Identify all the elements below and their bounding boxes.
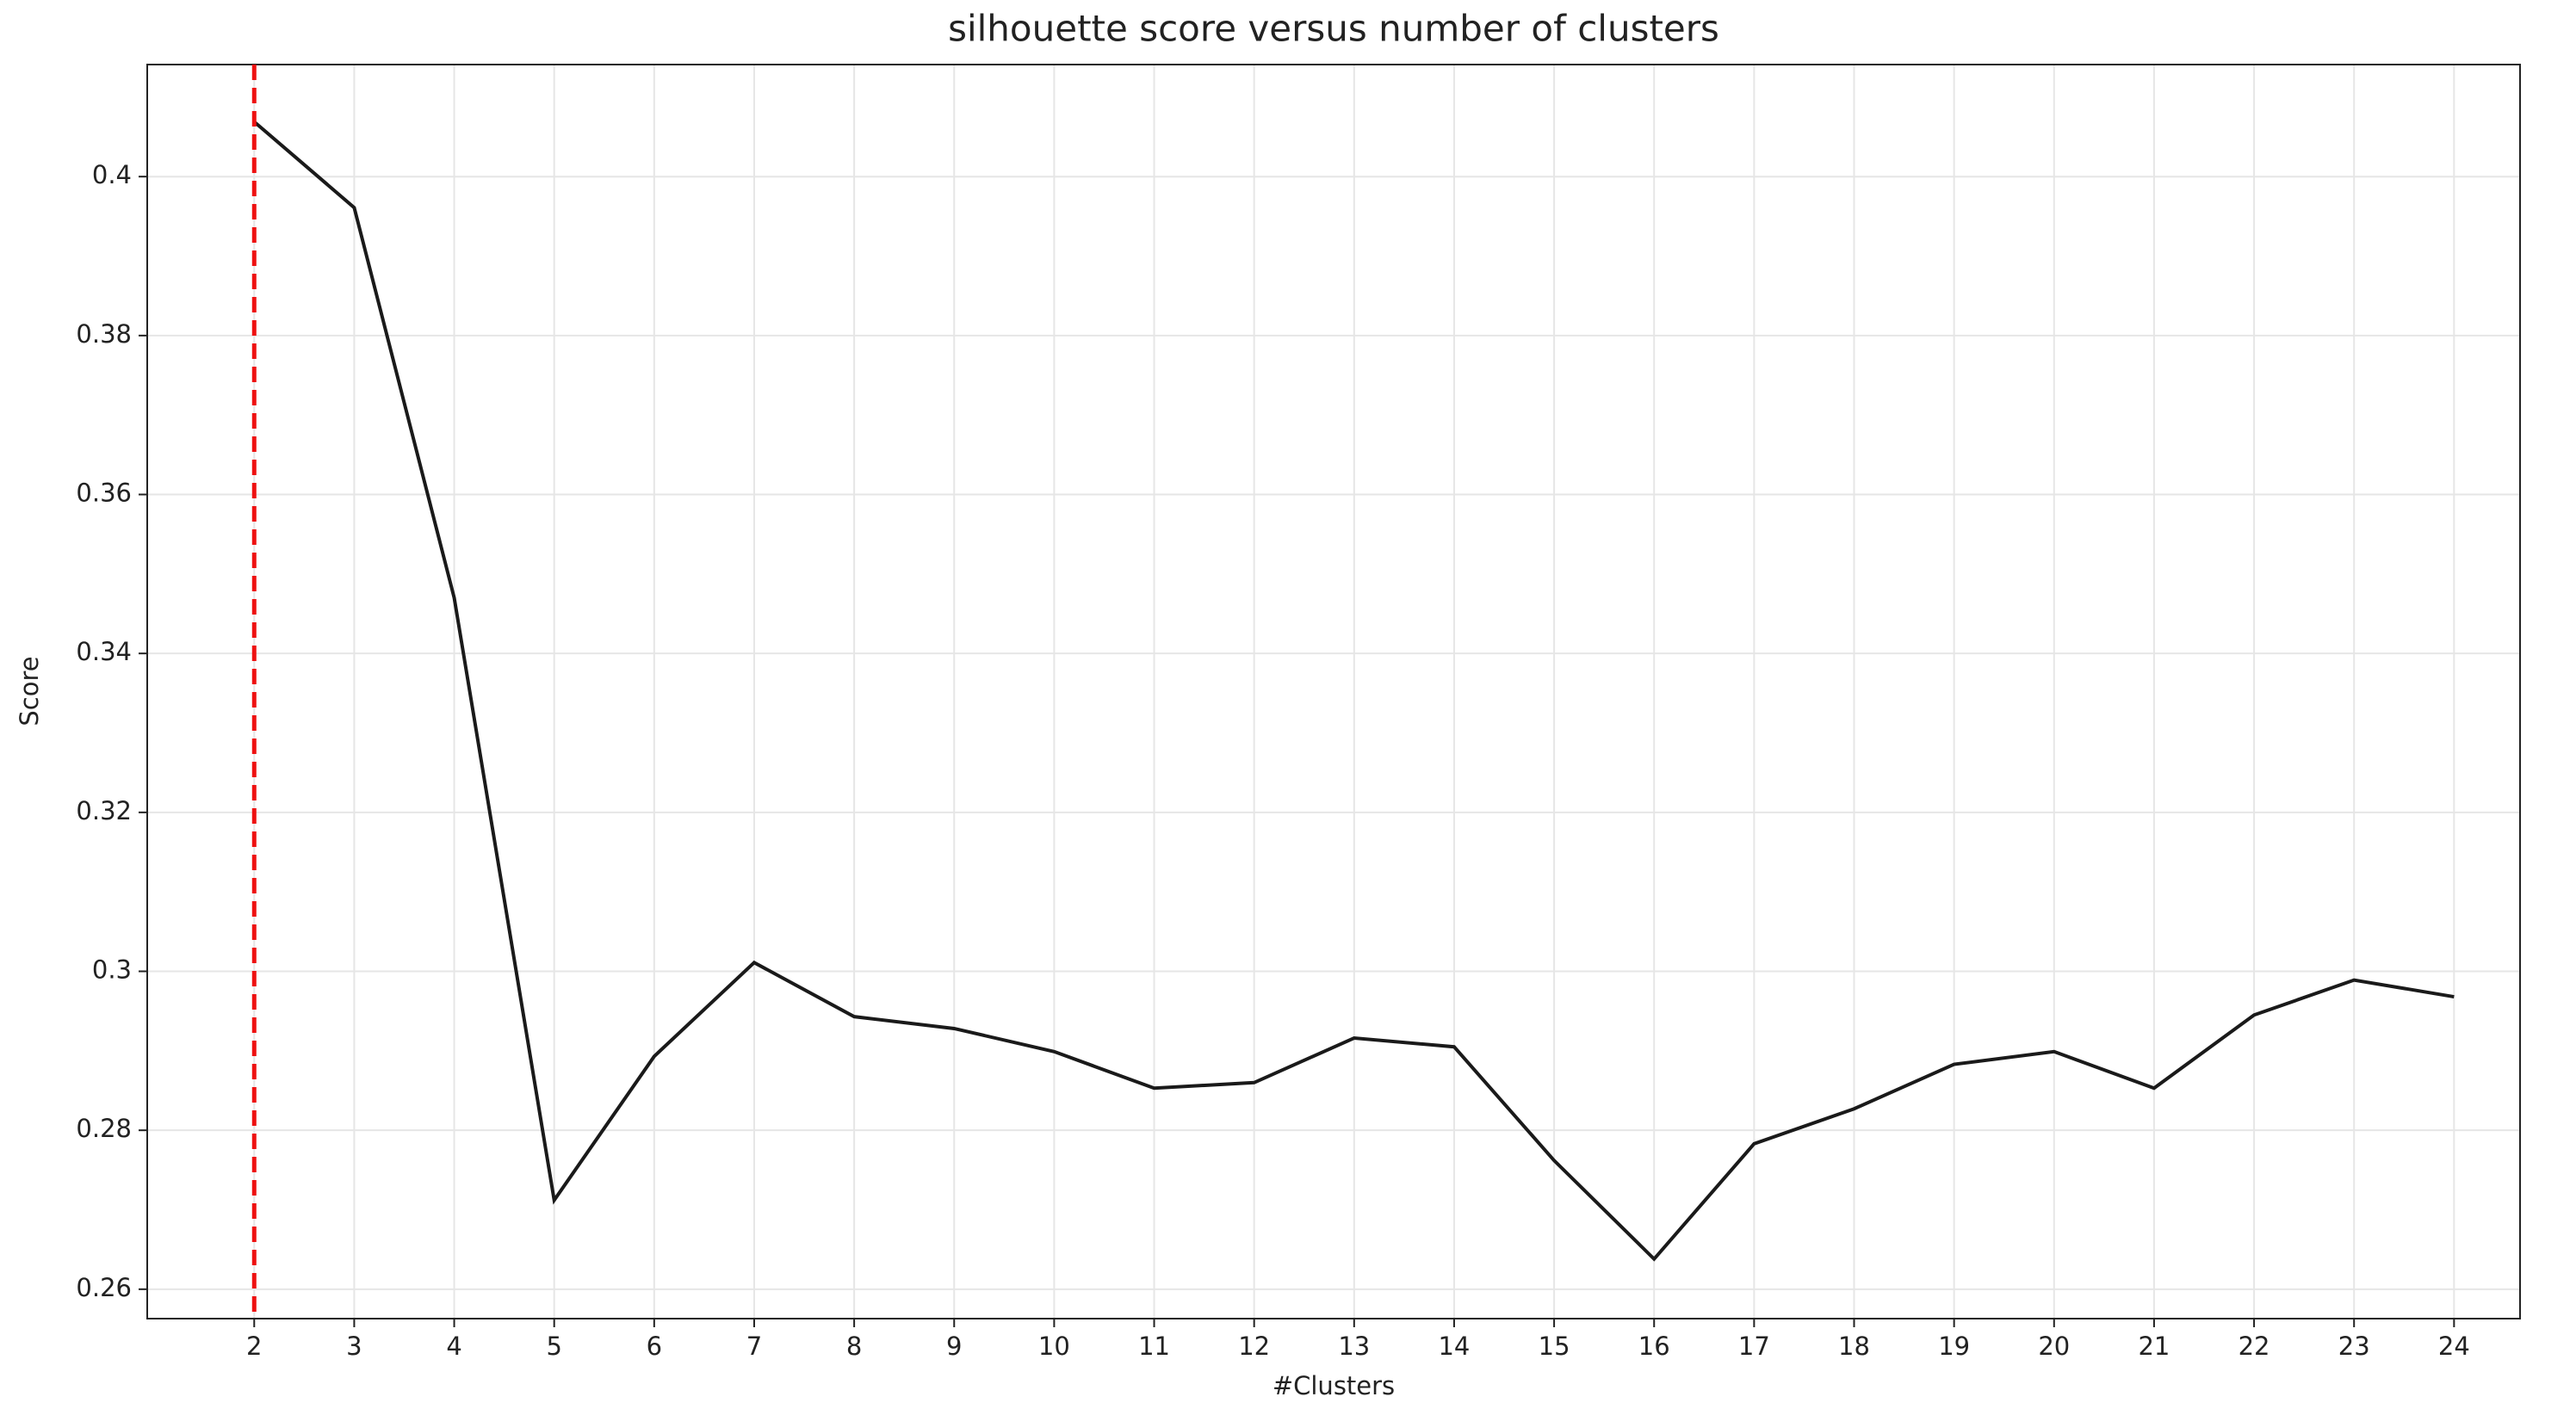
x-tick-label: 16 [1638, 1332, 1670, 1361]
x-tick-label: 18 [1838, 1332, 1870, 1361]
x-tick-label: 23 [2338, 1332, 2370, 1361]
x-axis-label: #Clusters [1273, 1371, 1395, 1400]
x-tick-label: 9 [946, 1332, 962, 1361]
x-tick-label: 2 [246, 1332, 262, 1361]
line-series [252, 120, 2455, 1262]
x-tick-label: 3 [346, 1332, 362, 1361]
x-tick-label: 10 [1038, 1332, 1070, 1361]
x-tick-label: 17 [1738, 1332, 1770, 1361]
x-tick-label: 12 [1238, 1332, 1270, 1361]
chart-title: silhouette score versus number of cluste… [948, 8, 1719, 50]
x-tick-label: 20 [2038, 1332, 2070, 1361]
y-axis-label: Score [15, 656, 44, 726]
x-tick-label: 14 [1438, 1332, 1470, 1361]
x-tick-label: 22 [2239, 1332, 2270, 1361]
x-tick-label: 21 [2138, 1332, 2170, 1361]
x-tick-label: 19 [1938, 1332, 1970, 1361]
x-tick-label: 13 [1338, 1332, 1370, 1361]
x-tick-label: 4 [446, 1332, 461, 1361]
y-tick-label: 0.3 [92, 955, 132, 985]
y-tick-label: 0.36 [76, 479, 132, 508]
y-tick-label: 0.32 [76, 796, 132, 825]
y-tick-label: 0.28 [76, 1114, 132, 1143]
x-tick-label: 24 [2438, 1332, 2470, 1361]
x-tick-label: 8 [846, 1332, 862, 1361]
plot-frame [146, 64, 2521, 1319]
x-tick-label: 7 [746, 1332, 762, 1361]
y-tick-label: 0.26 [76, 1273, 132, 1302]
x-tick-label: 6 [647, 1332, 662, 1361]
y-tick-label: 0.4 [92, 160, 132, 189]
y-tick-label: 0.38 [76, 319, 132, 349]
x-tick-label: 15 [1539, 1332, 1570, 1361]
x-tick-label: 5 [546, 1332, 561, 1361]
y-tick-label: 0.34 [76, 637, 132, 666]
x-tick-label: 11 [1138, 1332, 1170, 1361]
